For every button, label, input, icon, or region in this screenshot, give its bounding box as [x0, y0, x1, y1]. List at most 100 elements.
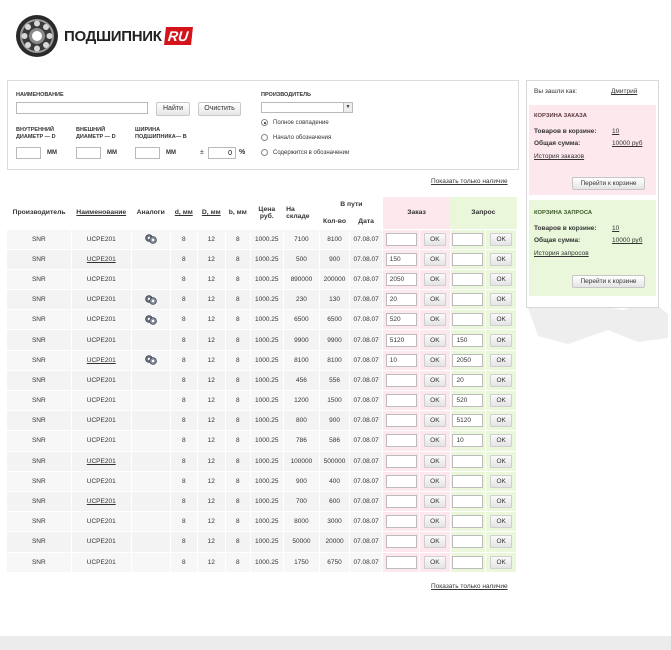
- analog-bearings-icon[interactable]: [144, 355, 157, 366]
- order-ok-button[interactable]: OK: [423, 313, 446, 327]
- order-ok-button[interactable]: OK: [423, 394, 446, 408]
- order-qty-input[interactable]: [385, 414, 417, 428]
- analog-bearings-icon[interactable]: [144, 315, 157, 325]
- cell-name[interactable]: UCPE201: [71, 491, 132, 513]
- request-qty-input[interactable]: [452, 313, 484, 327]
- order-ok-button[interactable]: OK: [423, 272, 446, 286]
- header-D-sort[interactable]: D, мм: [197, 197, 226, 230]
- request-ok-button[interactable]: OK: [490, 232, 513, 246]
- order-ok-button[interactable]: OK: [423, 232, 446, 246]
- radio-icon[interactable]: [261, 149, 268, 156]
- analog-bearings-icon[interactable]: [144, 294, 157, 305]
- request-ok-button[interactable]: OK: [490, 454, 513, 468]
- request-ok-button[interactable]: OK: [490, 515, 513, 529]
- request-ok-button[interactable]: OK: [490, 272, 513, 286]
- order-qty-input[interactable]: [385, 454, 417, 468]
- request-qty-input[interactable]: [452, 555, 484, 569]
- order-qty-input[interactable]: 520: [385, 313, 417, 327]
- request-qty-input[interactable]: [452, 495, 484, 509]
- user-name-link[interactable]: Дмитрий: [611, 88, 638, 95]
- order-ok-button[interactable]: OK: [423, 454, 446, 468]
- find-button[interactable]: Найти: [156, 102, 190, 116]
- radio-starts-with[interactable]: Начало обозначения: [261, 134, 331, 141]
- order-ok-button[interactable]: OK: [423, 333, 446, 347]
- radio-icon[interactable]: [261, 134, 268, 141]
- radio-contains[interactable]: Содержится в обозначении: [261, 149, 349, 156]
- order-ok-button[interactable]: OK: [423, 495, 446, 509]
- width-input[interactable]: [135, 147, 160, 159]
- order-ok-button[interactable]: OK: [423, 293, 446, 307]
- order-ok-button[interactable]: OK: [423, 535, 446, 549]
- show-available-link-bottom[interactable]: Показать только наличие: [431, 583, 508, 590]
- go-to-order-cart-button[interactable]: Перейти к корзине: [572, 177, 645, 190]
- clear-button[interactable]: Очистить: [198, 102, 241, 116]
- order-ok-button[interactable]: OK: [423, 515, 446, 529]
- analog-bearings-icon[interactable]: [144, 234, 157, 244]
- order-ok-button[interactable]: OK: [423, 434, 446, 448]
- request-qty-input[interactable]: 520: [452, 394, 484, 408]
- request-qty-input[interactable]: [452, 535, 484, 549]
- order-ok-button[interactable]: OK: [423, 353, 446, 367]
- header-d-sort[interactable]: d, мм: [170, 197, 198, 230]
- order-qty-input[interactable]: [385, 555, 417, 569]
- radio-icon[interactable]: [261, 119, 268, 126]
- request-ok-button[interactable]: OK: [490, 313, 513, 327]
- order-qty-input[interactable]: 2050: [385, 272, 417, 286]
- request-qty-input[interactable]: 5120: [452, 414, 484, 428]
- request-ok-button[interactable]: OK: [490, 394, 513, 408]
- request-ok-button[interactable]: OK: [490, 252, 513, 266]
- request-qty-input[interactable]: [452, 232, 484, 246]
- order-ok-button[interactable]: OK: [423, 373, 446, 387]
- request-qty-input[interactable]: [452, 454, 484, 468]
- request-qty-input[interactable]: 150: [452, 333, 484, 347]
- request-qty-input[interactable]: [452, 272, 484, 286]
- request-ok-button[interactable]: OK: [490, 555, 513, 569]
- order-ok-button[interactable]: OK: [423, 555, 446, 569]
- request-ok-button[interactable]: OK: [490, 353, 513, 367]
- request-ok-button[interactable]: OK: [490, 495, 513, 509]
- logo-text[interactable]: ПОДШИПНИК: [64, 27, 162, 45]
- request-qty-input[interactable]: 10: [452, 434, 484, 448]
- order-qty-input[interactable]: [385, 434, 417, 448]
- order-qty-input[interactable]: 150: [385, 252, 417, 266]
- request-ok-button[interactable]: OK: [490, 434, 513, 448]
- chevron-down-icon[interactable]: ▼: [343, 103, 352, 112]
- order-qty-input[interactable]: [385, 373, 417, 387]
- cell-name[interactable]: UCPE201: [71, 249, 132, 270]
- request-ok-button[interactable]: OK: [490, 293, 513, 307]
- request-qty-input[interactable]: 2050: [452, 353, 484, 367]
- tolerance-input[interactable]: [208, 147, 236, 159]
- order-qty-input[interactable]: [385, 232, 417, 246]
- logo-ru-badge[interactable]: RU: [163, 27, 193, 45]
- order-qty-input[interactable]: 5120: [385, 333, 417, 347]
- order-qty-input[interactable]: 20: [385, 293, 417, 307]
- order-qty-input[interactable]: [385, 515, 417, 529]
- request-ok-button[interactable]: OK: [490, 414, 513, 428]
- request-ok-button[interactable]: OK: [490, 373, 513, 387]
- order-qty-input[interactable]: 10: [385, 353, 417, 367]
- manufacturer-select[interactable]: ▼: [261, 102, 353, 113]
- order-qty-input[interactable]: [385, 495, 417, 509]
- order-ok-button[interactable]: OK: [423, 474, 446, 488]
- request-qty-input[interactable]: 20: [452, 373, 484, 387]
- request-ok-button[interactable]: OK: [490, 474, 513, 488]
- header-name-sort[interactable]: Наименование: [71, 197, 132, 230]
- go-to-request-cart-button[interactable]: Перейти к корзине: [572, 275, 645, 288]
- request-ok-button[interactable]: OK: [490, 535, 513, 549]
- inner-diameter-input[interactable]: [16, 147, 41, 159]
- request-qty-input[interactable]: [452, 515, 484, 529]
- outer-diameter-input[interactable]: [76, 147, 101, 159]
- request-qty-input[interactable]: [452, 474, 484, 488]
- request-qty-input[interactable]: [452, 252, 484, 266]
- request-history-link[interactable]: История запросов: [534, 250, 589, 257]
- order-qty-input[interactable]: [385, 394, 417, 408]
- request-ok-button[interactable]: OK: [490, 333, 513, 347]
- radio-full-match[interactable]: Полное совпадение: [261, 119, 329, 126]
- order-history-link[interactable]: История заказов: [534, 153, 585, 160]
- order-ok-button[interactable]: OK: [423, 414, 446, 428]
- name-search-input[interactable]: [16, 102, 148, 114]
- order-qty-input[interactable]: [385, 474, 417, 488]
- order-qty-input[interactable]: [385, 535, 417, 549]
- cell-name[interactable]: UCPE201: [71, 350, 132, 371]
- request-qty-input[interactable]: [452, 293, 484, 307]
